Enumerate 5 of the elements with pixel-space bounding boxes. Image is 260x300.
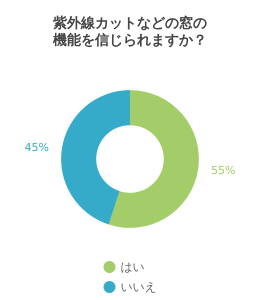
data-label: 55% bbox=[211, 164, 236, 177]
legend-label: はい bbox=[120, 260, 144, 274]
data-label: 45% bbox=[24, 141, 49, 154]
legend-label: いいえ bbox=[120, 280, 156, 294]
chart-title: 紫外線カットなどの窓の機能を信じられますか？ bbox=[52, 14, 207, 48]
